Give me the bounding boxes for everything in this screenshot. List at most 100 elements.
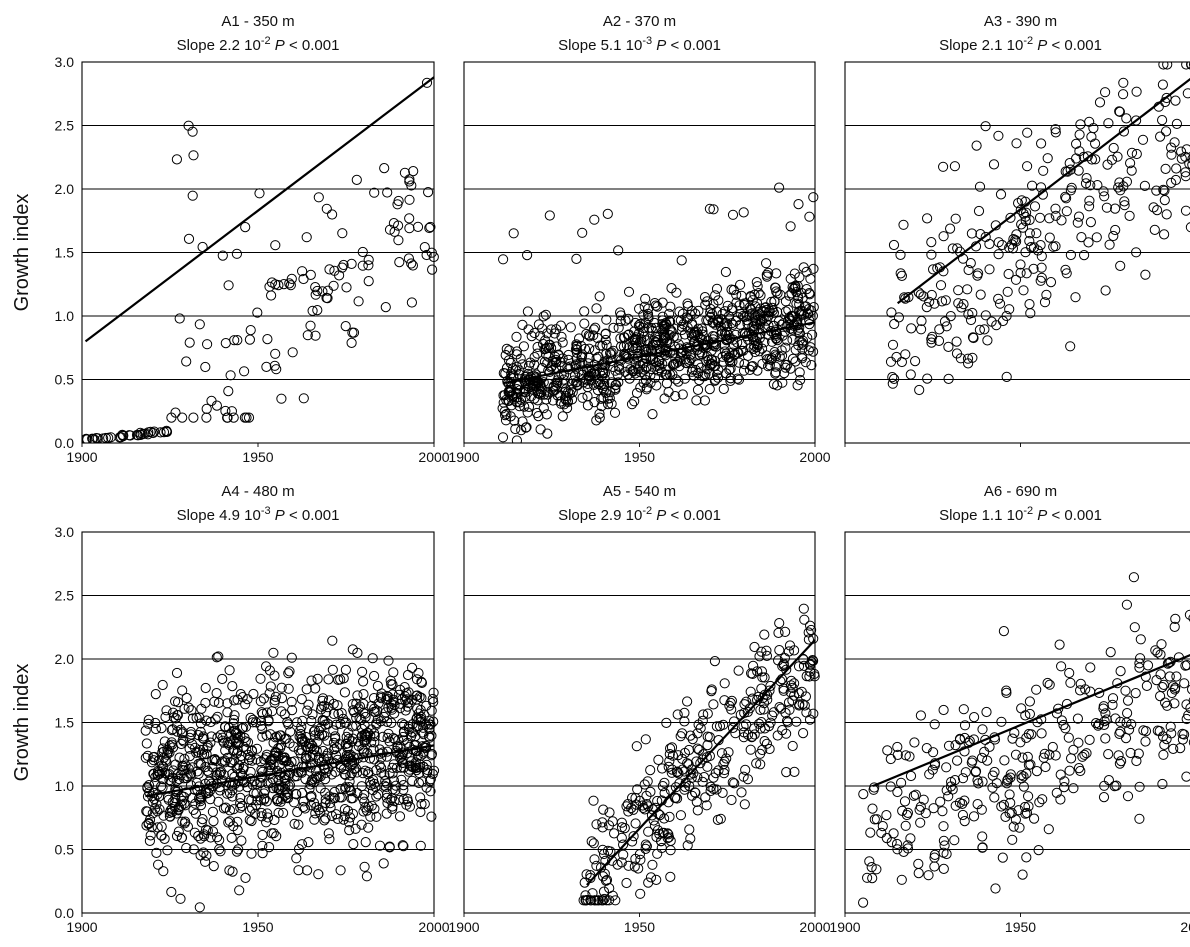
data-point <box>379 163 390 174</box>
data-point <box>336 792 347 803</box>
data-point <box>1162 62 1173 70</box>
data-point <box>1100 708 1111 719</box>
data-point <box>396 755 407 766</box>
data-point <box>523 324 534 335</box>
data-point <box>306 776 317 787</box>
data-point <box>556 368 567 380</box>
data-point <box>981 706 992 718</box>
data-point <box>542 389 553 400</box>
data-point <box>573 366 584 377</box>
data-point <box>661 378 673 389</box>
data-point <box>321 707 332 718</box>
data-point <box>1118 126 1130 137</box>
data-point <box>380 302 391 313</box>
data-point <box>945 223 956 234</box>
data-point <box>741 696 752 707</box>
data-point <box>205 737 216 748</box>
data-point <box>1082 151 1094 162</box>
data-point <box>965 314 977 326</box>
data-point <box>950 740 961 751</box>
data-point <box>241 744 252 755</box>
data-point <box>756 666 768 677</box>
data-point <box>220 405 231 417</box>
data-point <box>583 330 595 341</box>
data-point <box>779 653 791 664</box>
data-point <box>542 328 553 339</box>
data-point <box>1177 728 1188 740</box>
data-point <box>993 130 1004 141</box>
data-point <box>366 700 377 712</box>
data-point <box>738 207 749 218</box>
data-point <box>346 258 357 269</box>
data-point <box>268 828 279 839</box>
data-point <box>1166 687 1178 699</box>
data-point <box>687 364 698 375</box>
data-point <box>300 753 311 764</box>
data-point <box>201 412 212 423</box>
data-point <box>161 705 172 716</box>
data-point <box>940 295 951 306</box>
data-point <box>517 359 528 370</box>
data-point <box>393 195 404 207</box>
data-point <box>994 298 1006 309</box>
data-point <box>321 203 332 214</box>
data-point <box>1068 783 1079 794</box>
data-point <box>974 324 986 335</box>
data-point <box>541 394 552 405</box>
data-point <box>556 331 567 342</box>
data-point <box>382 797 393 809</box>
data-point <box>993 249 1004 260</box>
data-point <box>723 747 734 758</box>
data-point <box>158 427 170 438</box>
data-point <box>503 386 514 397</box>
data-point <box>726 695 738 707</box>
data-point <box>1056 661 1067 672</box>
data-point <box>228 735 239 746</box>
data-point <box>1091 232 1102 243</box>
data-point <box>273 807 284 819</box>
data-point <box>594 408 605 419</box>
data-point <box>886 307 897 318</box>
data-point <box>1050 750 1061 761</box>
data-point <box>747 693 758 704</box>
data-point <box>387 801 398 812</box>
data-point <box>271 364 282 375</box>
data-point <box>1038 165 1049 176</box>
data-point <box>967 755 978 766</box>
data-point <box>276 682 287 693</box>
data-point <box>651 380 662 391</box>
data-point <box>939 316 951 327</box>
data-point <box>144 835 155 847</box>
data-point <box>508 228 519 239</box>
data-point <box>1115 666 1126 677</box>
data-point <box>738 365 750 376</box>
data-point <box>381 778 392 789</box>
data-point <box>1157 778 1168 790</box>
data-point <box>393 220 404 231</box>
data-point <box>235 802 246 813</box>
data-point <box>1042 677 1053 689</box>
data-point <box>1104 239 1115 250</box>
data-point <box>385 675 396 686</box>
data-point <box>407 775 418 786</box>
data-point <box>1085 180 1096 191</box>
data-point <box>1159 739 1170 751</box>
data-point <box>397 840 408 851</box>
data-point <box>425 221 436 233</box>
data-point <box>675 731 686 742</box>
data-point <box>891 838 903 850</box>
data-point <box>808 655 819 667</box>
data-point <box>1187 684 1190 695</box>
data-point <box>151 799 162 810</box>
data-point <box>426 811 437 822</box>
data-point <box>705 307 716 318</box>
data-point <box>412 690 423 701</box>
data-point <box>640 734 651 745</box>
data-point <box>213 697 224 709</box>
data-point <box>1084 734 1095 746</box>
data-point <box>1054 639 1065 650</box>
data-point <box>577 392 588 403</box>
data-point <box>380 707 391 718</box>
data-point <box>142 781 153 793</box>
data-point <box>935 796 946 807</box>
